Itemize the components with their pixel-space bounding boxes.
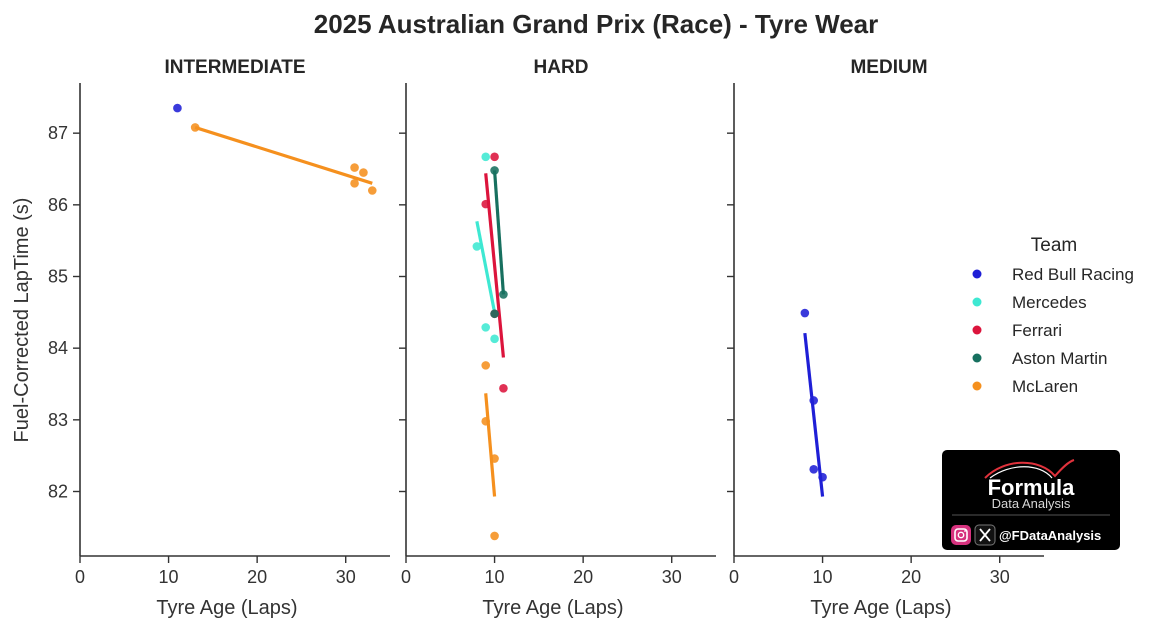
- legend-item-ferrari: Ferrari: [972, 321, 1062, 340]
- series-intermediate-red-bull-racing: [173, 103, 182, 113]
- trend-line-hard-ferrari: [484, 173, 506, 358]
- legend: Team Red Bull Racing Mercedes Ferrari Aston…: [972, 235, 1134, 396]
- badge-handle: @FDataAnalysis: [999, 528, 1101, 543]
- point-hard-mercedes-2: [481, 323, 491, 332]
- facet-panels: INTERMEDIATE 82 83 84 85 86 87 0 10 20 30 Tyre Age …: [48, 57, 1044, 619]
- trend-line-hard-mercedes: [475, 221, 497, 313]
- legend-item-mclaren: McLaren: [972, 377, 1078, 396]
- point-intermediate-mclaren-2: [350, 179, 359, 188]
- point-intermediate-red-bull-racing-0: [173, 103, 182, 113]
- legend-item-mercedes: Mercedes: [972, 293, 1087, 312]
- point-hard-aston-martin-1: [499, 290, 508, 299]
- legend-item-aston-martin: Aston Martin: [972, 349, 1107, 368]
- y-tick-label-85: 85: [48, 267, 68, 287]
- point-hard-ferrari-3: [499, 384, 508, 393]
- legend-label-mclaren: McLaren: [1012, 377, 1078, 396]
- legend-marker-aston-martin: [972, 353, 982, 363]
- x-tick-label-hard-0: 0: [401, 567, 411, 587]
- legend-title: Team: [1031, 235, 1077, 256]
- point-intermediate-mclaren-4: [367, 186, 377, 195]
- x-logo-icon: [974, 524, 996, 546]
- y-tick-label-84: 84: [48, 338, 68, 358]
- x-tick-label-medium-10: 10: [813, 567, 833, 587]
- legend-label-mercedes: Mercedes: [1012, 293, 1087, 312]
- legend-label-ferrari: Ferrari: [1012, 321, 1062, 340]
- trend-line-hard-mclaren: [484, 393, 497, 497]
- legend-label-red-bull-racing: Red Bull Racing: [1012, 265, 1134, 284]
- facet-intermediate: INTERMEDIATE 82 83 84 85 86 87 0 10 20 30 Tyre Age …: [48, 57, 390, 619]
- y-tick-label-83: 83: [48, 410, 68, 430]
- point-hard-mclaren-3: [490, 531, 499, 541]
- point-hard-mclaren-0: [481, 361, 491, 370]
- point-intermediate-mclaren-3: [359, 168, 368, 177]
- badge-brand-line1: Formula: [988, 475, 1076, 500]
- x-tick-label-hard-30: 30: [662, 567, 682, 587]
- y-tick-label-86: 86: [48, 195, 68, 215]
- trend-line-medium-red-bull-racing: [803, 332, 825, 497]
- x-tick-label-intermediate-0: 0: [75, 567, 85, 587]
- point-hard-ferrari-0: [490, 152, 499, 162]
- facet-title-hard: HARD: [534, 57, 589, 78]
- x-tick-label-intermediate-20: 20: [247, 567, 267, 587]
- x-tick-label-medium-20: 20: [901, 567, 921, 587]
- facet-title-medium: MEDIUM: [850, 57, 927, 78]
- series-intermediate-mclaren: [190, 123, 377, 195]
- series-medium-red-bull-racing: [800, 308, 827, 497]
- watermark-badge: Formula Data Analysis @FDataAnalysis: [942, 450, 1120, 550]
- trend-line-intermediate-mclaren: [194, 125, 373, 185]
- instagram-icon: [951, 525, 971, 545]
- x-axis-label-medium: Tyre Age (Laps): [810, 597, 951, 619]
- point-hard-mercedes-1: [472, 242, 482, 251]
- x-axis-label-intermediate: Tyre Age (Laps): [156, 597, 297, 619]
- y-tick-label-82: 82: [48, 482, 68, 502]
- legend-marker-mercedes: [972, 297, 982, 307]
- point-hard-aston-martin-2: [490, 309, 499, 319]
- series-hard-aston-martin: [490, 166, 508, 319]
- point-medium-red-bull-racing-0: [800, 308, 810, 318]
- x-tick-label-hard-10: 10: [485, 567, 505, 587]
- legend-marker-mclaren: [972, 381, 982, 391]
- point-medium-red-bull-racing-2: [809, 464, 819, 474]
- x-axis-label-hard: Tyre Age (Laps): [482, 597, 623, 619]
- facet-hard: HARD 0 10 20 30 Tyre Age (Laps): [399, 57, 716, 619]
- point-hard-mercedes-0: [481, 152, 491, 162]
- trend-line-hard-aston-martin: [492, 170, 506, 295]
- x-tick-label-hard-20: 20: [573, 567, 593, 587]
- x-tick-label-intermediate-10: 10: [159, 567, 179, 587]
- point-intermediate-mclaren-1: [350, 163, 359, 172]
- legend-item-red-bull-racing: Red Bull Racing: [972, 265, 1134, 284]
- point-hard-mercedes-3: [490, 334, 499, 344]
- x-tick-label-intermediate-30: 30: [336, 567, 356, 587]
- series-hard-mclaren: [481, 361, 499, 541]
- legend-marker-ferrari: [972, 325, 982, 335]
- badge-brand-line2: Data Analysis: [992, 496, 1071, 511]
- x-tick-label-medium-0: 0: [729, 567, 739, 587]
- series-hard-mercedes: [472, 152, 499, 344]
- facet-medium: MEDIUM 0 10 20 30 Tyre Age (Laps): [727, 57, 1044, 619]
- badge-swoosh: [984, 459, 1075, 479]
- legend-label-aston-martin: Aston Martin: [1012, 349, 1107, 368]
- legend-marker-red-bull-racing: [972, 269, 982, 279]
- facet-title-intermediate: INTERMEDIATE: [164, 57, 305, 78]
- x-tick-label-medium-30: 30: [990, 567, 1010, 587]
- y-tick-label-87: 87: [48, 123, 68, 143]
- chart-title: 2025 Australian Grand Prix (Race) - Tyre…: [314, 9, 879, 39]
- y-axis-label: Fuel-Corrected LapTime (s): [11, 198, 33, 443]
